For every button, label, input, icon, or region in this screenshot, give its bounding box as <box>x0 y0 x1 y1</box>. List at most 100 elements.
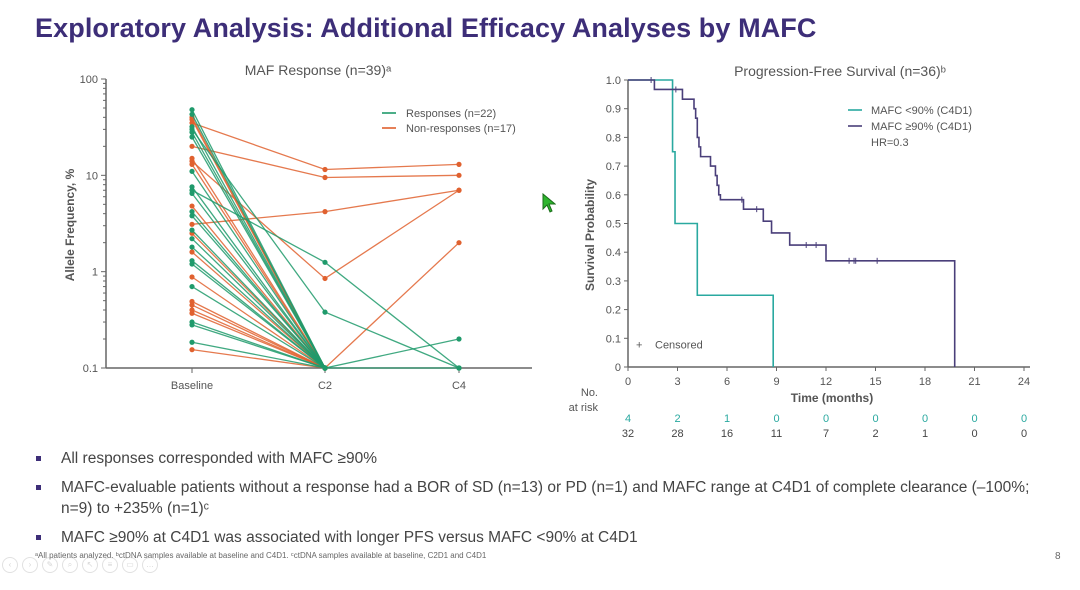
at-risk-count: 32 <box>622 428 634 440</box>
legend-label: MAFC ≥90% (C4D1) <box>871 121 972 133</box>
bullet-marker <box>36 456 41 461</box>
data-point <box>189 124 195 130</box>
pfs-x-tick-label: 21 <box>968 376 980 388</box>
pfs-y-tick-label: 0.9 <box>606 104 621 116</box>
data-point <box>189 339 195 345</box>
series-line <box>191 164 326 369</box>
bullet-marker <box>36 535 41 540</box>
page-number: 8 <box>1055 551 1061 562</box>
pfs-chart: Progression-Free Survival (n=36)ᵇ Surviv… <box>569 63 1030 440</box>
maf-x-tick-label: C2 <box>318 380 332 392</box>
zoom-icon[interactable]: ⌕ <box>62 557 78 573</box>
forward-icon[interactable]: › <box>22 557 38 573</box>
slide-title: Exploratory Analysis: Additional Efficac… <box>35 13 817 43</box>
data-point <box>322 309 328 315</box>
bullet-item: MAFC ≥90% at C4D1 was associated with lo… <box>35 527 1035 548</box>
at-risk-count: 2 <box>674 413 680 425</box>
maf-y-tick-label: 1 <box>92 267 98 279</box>
series-line <box>191 312 326 369</box>
pen-icon[interactable]: ✎ <box>42 557 58 573</box>
data-point <box>189 347 195 353</box>
pfs-x-tick-label: 9 <box>773 376 779 388</box>
pfs-y-tick-label: 0.7 <box>606 161 621 173</box>
pfs-x-tick-label: 18 <box>919 376 931 388</box>
bullet-marker <box>36 485 41 490</box>
pfs-y-tick-label: 0 <box>615 362 621 374</box>
mafc-ge90-curve <box>628 77 956 367</box>
series-line <box>191 349 326 369</box>
data-point <box>189 143 195 149</box>
bullet-item: MAFC-evaluable patients without a respon… <box>35 477 1035 519</box>
response-series <box>189 236 328 371</box>
bullet-text: MAFC ≥90% at C4D1 was associated with lo… <box>61 529 638 546</box>
series-line <box>191 136 326 369</box>
at-risk-count: 7 <box>823 428 829 440</box>
maf-y-tick-label: 100 <box>80 74 98 86</box>
series-line <box>191 114 326 369</box>
at-risk-count: 0 <box>773 413 779 425</box>
legend-label: MAFC <90% (C4D1) <box>871 105 972 117</box>
footnote: ᵃAll patients analyzed. ᵇctDNA samples a… <box>35 551 487 560</box>
data-point <box>189 236 195 242</box>
data-point <box>322 166 328 173</box>
maf-x-tick-label: Baseline <box>171 380 213 392</box>
response-series <box>189 283 328 371</box>
series-line <box>191 170 326 369</box>
pfs-y-axis-label: Survival Probability <box>583 179 597 291</box>
maf-chart-title: MAF Response (n=39)ᵃ <box>245 62 392 78</box>
maf-y-tick-label: 10 <box>86 170 98 182</box>
non-response-series <box>189 187 462 227</box>
data-point <box>189 190 195 196</box>
data-point <box>189 283 195 290</box>
pfs-x-axis-label: Time (months) <box>791 391 873 405</box>
mouse-cursor-icon <box>542 192 557 218</box>
series-line <box>191 246 326 369</box>
data-point <box>189 107 195 113</box>
pointer-icon[interactable]: ↖ <box>82 557 98 573</box>
screen-icon[interactable]: ▭ <box>122 557 138 573</box>
back-icon[interactable]: ‹ <box>2 557 18 573</box>
pfs-y-tick-label: 0.5 <box>606 219 621 231</box>
pfs-y-tick-label: 1.0 <box>606 75 621 87</box>
pfs-x-tick-label: 15 <box>869 376 881 388</box>
series-line <box>191 341 326 369</box>
data-point <box>189 310 195 316</box>
response-series <box>189 339 328 371</box>
data-point <box>189 129 195 135</box>
at-risk-count: 1 <box>922 428 928 440</box>
at-risk-label: at risk <box>569 402 599 414</box>
at-risk-count: 2 <box>872 428 878 440</box>
data-point <box>456 187 462 193</box>
data-point <box>189 213 195 219</box>
series-line <box>191 263 326 369</box>
pfs-x-tick-label: 24 <box>1018 376 1030 388</box>
series-line <box>191 145 460 179</box>
at-risk-count: 16 <box>721 428 733 440</box>
pfs-y-tick-label: 0.1 <box>606 333 621 345</box>
data-point <box>189 298 195 305</box>
bullet-text: All responses corresponded with MAFC ≥90… <box>61 450 378 467</box>
at-risk-count: 0 <box>971 428 977 440</box>
data-point <box>456 172 462 178</box>
pfs-y-tick-label: 0.3 <box>606 276 621 288</box>
at-risk-count: 0 <box>971 413 977 425</box>
maf-response-chart: MAF Response (n=39)ᵃ Allele Frequency, %… <box>63 62 532 392</box>
more-icon[interactable]: … <box>142 557 158 573</box>
response-series <box>189 126 462 371</box>
at-risk-count: 0 <box>1021 428 1027 440</box>
data-point <box>322 209 328 215</box>
series-line <box>191 286 326 369</box>
menu-icon[interactable]: ≡ <box>102 557 118 573</box>
data-point <box>189 209 195 215</box>
at-risk-label: No. <box>581 387 598 399</box>
censored-label: Censored <box>655 339 703 351</box>
data-point <box>189 161 195 167</box>
data-point <box>189 322 195 328</box>
data-point <box>189 274 195 280</box>
data-point <box>189 155 195 161</box>
data-point <box>189 249 195 255</box>
maf-y-axis-label: Allele Frequency, % <box>63 168 77 281</box>
data-point <box>322 275 328 282</box>
bullet-list: All responses corresponded with MAFC ≥90… <box>35 448 1035 556</box>
at-risk-count: 28 <box>671 428 683 440</box>
